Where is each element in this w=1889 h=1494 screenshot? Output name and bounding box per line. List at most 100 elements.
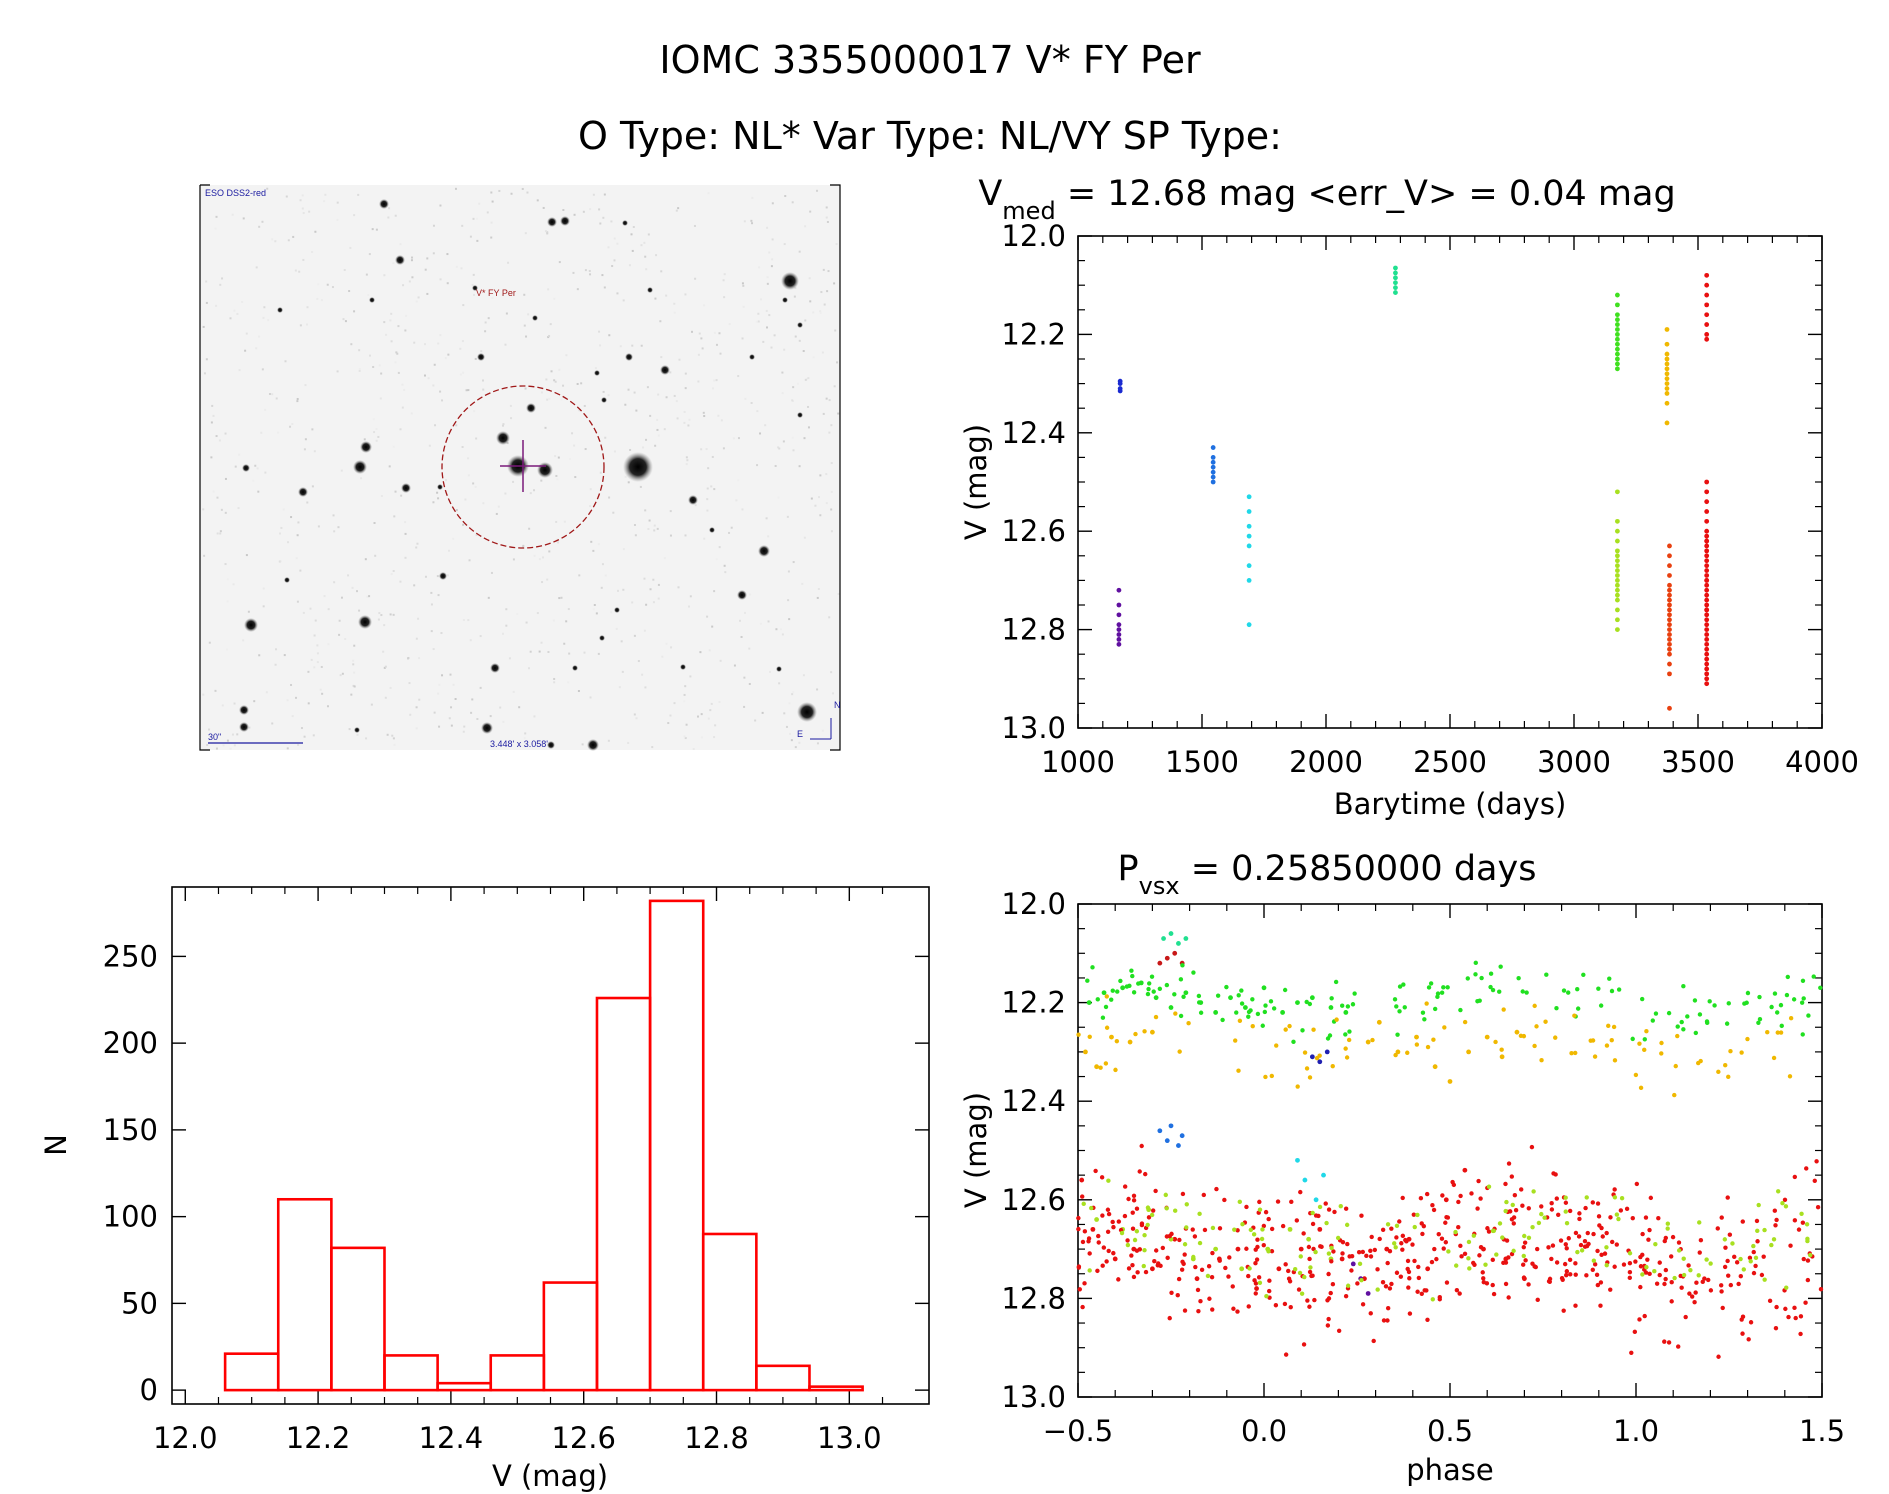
finder-noise-pixel bbox=[830, 530, 833, 533]
finder-noise-pixel bbox=[599, 471, 602, 474]
lightcurve-point bbox=[1704, 666, 1710, 672]
finder-noise-pixel bbox=[781, 633, 784, 636]
phased-point bbox=[1178, 1013, 1184, 1019]
phased-point bbox=[1267, 1288, 1272, 1294]
finder-noise-pixel bbox=[351, 586, 354, 589]
finder-noise-pixel bbox=[395, 351, 398, 354]
lightcurve-ytick-label: 12.8 bbox=[1001, 613, 1066, 647]
finder-noise-pixel bbox=[286, 699, 289, 702]
phased-point bbox=[1201, 1192, 1207, 1198]
phased-point bbox=[1309, 995, 1315, 1001]
lightcurve-point bbox=[1667, 661, 1672, 667]
finder-noise-pixel bbox=[438, 683, 441, 686]
finder-noise-pixel bbox=[592, 549, 595, 552]
finder-star bbox=[437, 484, 443, 490]
phased-point bbox=[1805, 1236, 1810, 1242]
phased-point bbox=[1151, 989, 1156, 994]
finder-noise-pixel bbox=[462, 730, 465, 733]
lightcurve-point bbox=[1246, 523, 1252, 529]
finder-noise-pixel bbox=[707, 192, 710, 195]
phased-point bbox=[1286, 1268, 1291, 1274]
phased-point bbox=[1191, 970, 1196, 975]
finder-noise-pixel bbox=[567, 608, 570, 611]
lightcurve-point bbox=[1704, 499, 1710, 505]
phased-point bbox=[1581, 972, 1586, 977]
finder-noise-pixel bbox=[462, 304, 465, 307]
lightcurve-point bbox=[1615, 518, 1620, 524]
phased-point bbox=[1309, 1054, 1315, 1060]
phased-point bbox=[1774, 1010, 1780, 1015]
phased-point bbox=[1317, 1204, 1323, 1210]
finder-star bbox=[625, 353, 633, 361]
lightcurve-ytick-label: 12.0 bbox=[1001, 219, 1066, 253]
phased-point bbox=[1480, 1270, 1485, 1275]
lightcurve-point bbox=[1704, 302, 1710, 308]
lightcurve-points bbox=[1116, 265, 1710, 711]
finder-star bbox=[358, 615, 372, 629]
finder-noise-pixel bbox=[653, 529, 656, 532]
finder-noise-pixel bbox=[327, 643, 330, 646]
finder-noise-pixel bbox=[358, 367, 361, 370]
phased-point bbox=[1614, 1242, 1619, 1247]
finder-star bbox=[797, 702, 817, 722]
lightcurve-point bbox=[1704, 336, 1710, 342]
finder-noise-pixel bbox=[253, 700, 256, 703]
phased-point bbox=[1180, 963, 1185, 968]
phased-point bbox=[1679, 1285, 1684, 1290]
phased-point bbox=[1692, 998, 1698, 1003]
phased-point bbox=[1788, 1016, 1794, 1021]
finder-noise-pixel bbox=[573, 444, 576, 447]
phased-point bbox=[1513, 1207, 1519, 1213]
finder-noise-pixel bbox=[791, 399, 794, 402]
phased-point bbox=[1740, 1219, 1745, 1224]
finder-noise-pixel bbox=[765, 517, 768, 520]
finder-noise-pixel bbox=[462, 371, 465, 374]
finder-noise-pixel bbox=[589, 208, 592, 211]
lightcurve-point bbox=[1664, 371, 1670, 377]
phased-point bbox=[1441, 1246, 1446, 1251]
phased-point bbox=[1550, 1243, 1556, 1248]
lightcurve-ytick-label: 12.2 bbox=[1001, 317, 1066, 351]
finder-noise-pixel bbox=[713, 488, 716, 491]
phased-point bbox=[1663, 1276, 1668, 1282]
phased-point bbox=[1683, 1314, 1688, 1320]
phased-point bbox=[1676, 1240, 1682, 1245]
phased-point bbox=[1493, 1039, 1498, 1045]
lightcurve-point bbox=[1615, 597, 1620, 603]
finder-noise-pixel bbox=[621, 670, 624, 673]
finder-noise-pixel bbox=[798, 465, 801, 468]
finder-noise-pixel bbox=[565, 620, 568, 623]
finder-noise-pixel bbox=[837, 412, 840, 415]
finder-noise-pixel bbox=[833, 282, 836, 285]
phased-point bbox=[1747, 1255, 1753, 1261]
phased-point bbox=[1345, 1283, 1351, 1288]
finder-noise-pixel bbox=[751, 196, 754, 199]
finder-noise-pixel bbox=[444, 479, 447, 482]
finder-noise-pixel bbox=[237, 507, 240, 510]
phased-point bbox=[1255, 1011, 1261, 1017]
finder-noise-pixel bbox=[432, 648, 435, 651]
lightcurve-point bbox=[1704, 322, 1710, 327]
phased-point bbox=[1556, 1212, 1561, 1217]
histogram-xtick-label: 12.4 bbox=[419, 1421, 484, 1455]
phased-point bbox=[1815, 1204, 1821, 1210]
phased-point bbox=[1526, 1235, 1532, 1240]
finder-noise-pixel bbox=[432, 384, 435, 387]
phased-point bbox=[1085, 978, 1090, 983]
finder-noise-pixel bbox=[352, 684, 355, 687]
finder-noise-pixel bbox=[455, 265, 458, 268]
phased-point bbox=[1395, 1032, 1400, 1037]
finder-noise-pixel bbox=[297, 743, 300, 746]
finder-noise-pixel bbox=[467, 389, 470, 392]
figure-subtitle: O Type: NL* Var Type: NL/VY SP Type: bbox=[578, 114, 1282, 158]
finder-noise-pixel bbox=[673, 702, 676, 705]
phased-point bbox=[1633, 1072, 1639, 1078]
phased-point bbox=[1650, 1018, 1655, 1023]
phased-point bbox=[1176, 941, 1181, 946]
finder-noise-pixel bbox=[283, 654, 286, 657]
lightcurve-point bbox=[1615, 587, 1620, 593]
finder-noise-pixel bbox=[333, 581, 336, 584]
finder-noise-pixel bbox=[698, 332, 701, 335]
phased-point bbox=[1566, 1236, 1571, 1241]
phased-point bbox=[1288, 1304, 1293, 1310]
